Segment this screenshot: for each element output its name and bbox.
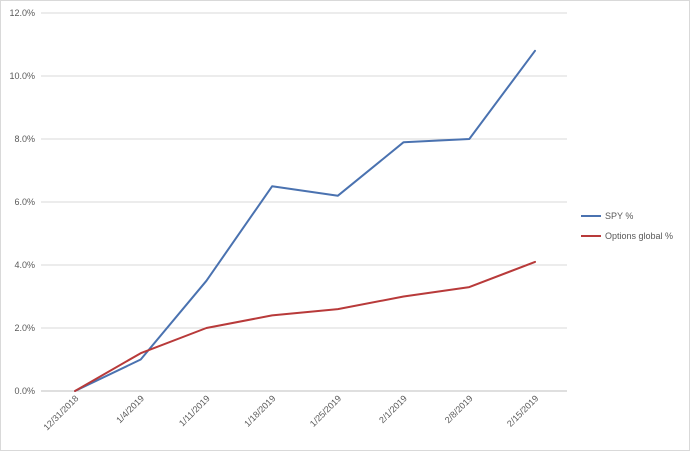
legend-label: SPY % (605, 211, 633, 221)
x-tick-label: 1/11/2019 (177, 393, 212, 428)
x-tick-label: 2/15/2019 (505, 393, 540, 428)
series-line-0 (74, 49, 536, 392)
legend: SPY % Options global % (581, 211, 673, 241)
y-tick-label: 10.0% (9, 71, 35, 81)
y-tick-label: 4.0% (14, 260, 35, 270)
x-tick-label: 12/31/2018 (41, 393, 80, 432)
y-tick-label: 8.0% (14, 134, 35, 144)
x-tick-label: 1/25/2019 (308, 393, 343, 428)
gridlines (41, 12, 567, 329)
x-tick-label: 2/8/2019 (443, 393, 475, 425)
x-tick-label: 1/4/2019 (114, 393, 146, 425)
y-tick-label: 0.0% (14, 386, 35, 396)
series-lines (74, 49, 536, 392)
y-axis-tick-labels: 0.0% 2.0% 4.0% 6.0% 8.0% 10.0% 12.0% (9, 8, 35, 396)
series-line-1 (74, 260, 536, 392)
legend-label: Options global % (605, 231, 673, 241)
y-tick-label: 6.0% (14, 197, 35, 207)
x-tick-label: 1/18/2019 (242, 393, 277, 428)
x-tick-label: 2/1/2019 (377, 393, 409, 425)
x-axis-tick-labels: 12/31/2018 1/4/2019 1/11/2019 1/18/2019 1/25… (41, 393, 540, 432)
y-tick-label: 2.0% (14, 323, 35, 333)
y-tick-label: 12.0% (9, 8, 35, 18)
